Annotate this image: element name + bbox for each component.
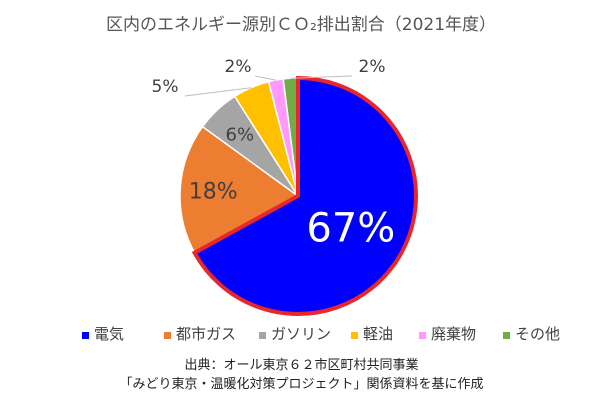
- chart-title: 区内のエネルギー源別ＣＯ₂排出割合（2021年度）: [106, 15, 496, 35]
- slice-5-pct-label: 2%: [225, 57, 252, 77]
- slice-4-leader-line: [184, 87, 252, 97]
- slice-5-legend-label: 廃棄物: [431, 325, 476, 343]
- slice-4-pct-label: 5%: [152, 77, 179, 97]
- legend: 電気 都市ガス ガソリン 軽油 廃棄物 その他: [82, 325, 560, 343]
- slice-6-legend-label: その他: [515, 325, 560, 343]
- highlight-outline: [191, 75, 418, 316]
- slice-5-leader-line: [254, 75, 276, 81]
- slice-5-legend-swatch: [419, 332, 426, 339]
- data-labels: 67% 18% 6% 5% 2% 2%: [152, 57, 396, 252]
- slice-2-legend-label: 都市ガス: [176, 325, 236, 343]
- slice-2-legend-swatch: [164, 332, 171, 339]
- slice-4-legend-label: 軽油: [363, 325, 393, 343]
- slice-1-pct-label: 67%: [306, 206, 395, 252]
- source-line-2: 「みどり東京・温暖化対策プロジェクト」関係資料を基に作成: [119, 377, 484, 392]
- slice-1-legend-swatch: [82, 332, 89, 339]
- slice-3-legend-label: ガソリン: [271, 325, 331, 343]
- source-line-1: 出典：オール東京６２市区町村共同事業: [184, 358, 419, 373]
- slice-3-pct-label: 6%: [226, 125, 255, 146]
- leader-lines: [184, 75, 353, 97]
- slice-1-legend-label: 電気: [94, 325, 124, 343]
- slice-6-leader-line: [290, 75, 353, 79]
- slice-6-pct-label: 2%: [359, 57, 386, 77]
- slice-3-legend-swatch: [259, 332, 266, 339]
- slice-2-pct-label: 18%: [189, 180, 238, 205]
- slice-2-wedge: [179, 125, 300, 254]
- slice-6-legend-swatch: [503, 332, 510, 339]
- slice-4-legend-swatch: [351, 332, 358, 339]
